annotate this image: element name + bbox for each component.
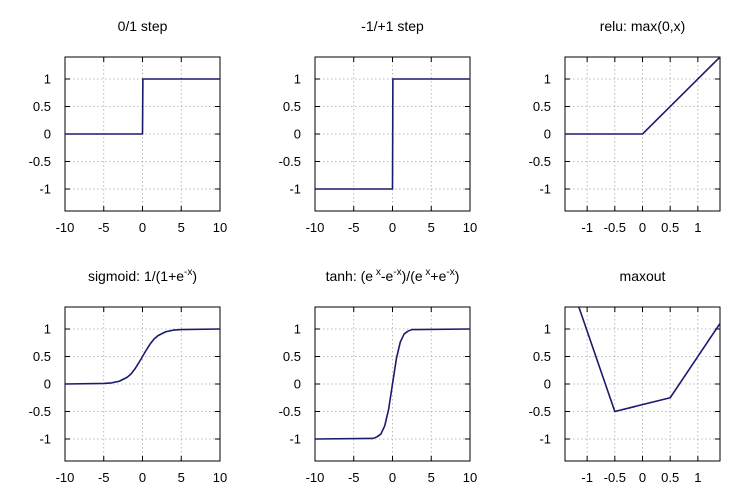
subplot-6: -1 -0.5 0 0.5 1 -1 -0.5 0 0.5 1 maxout — [529, 268, 721, 485]
y-tick-label: 0.5 — [283, 349, 301, 364]
y-tick-label: -1 — [539, 182, 551, 197]
subplot-3: -1 -0.5 0 0.5 1 -1 -0.5 0 0.5 1 relu: max(0,x) — [529, 18, 721, 235]
y-tick-label: -1 — [539, 432, 551, 447]
y-tick-label: -0.5 — [279, 404, 301, 419]
x-tick-label: -10 — [306, 220, 325, 235]
x-tick-label: -0.5 — [604, 220, 626, 235]
x-tick-label: -0.5 — [604, 470, 626, 485]
subplot-1: -10 -5 0 5 10 -1 -0.5 0 0.5 1 0/1 step — [29, 18, 228, 235]
x-tick-label: 0.5 — [661, 470, 679, 485]
x-tick-label: 5 — [178, 220, 185, 235]
series-line — [315, 328, 470, 440]
x-tick-label: 0 — [639, 220, 646, 235]
x-tick-label: 0 — [639, 470, 646, 485]
x-tick-label: 5 — [428, 470, 435, 485]
y-tick-label: 0 — [294, 377, 301, 392]
y-tick-label: -0.5 — [279, 154, 301, 169]
y-tick-label: 1 — [544, 322, 551, 337]
subplot-2: -10 -5 0 5 10 -1 -0.5 0 0.5 1 -1/+1 step — [279, 18, 478, 235]
subplot-5: -10 -5 0 5 10 -1 -0.5 0 0.5 1 tanh: (e x-e-x)/(e x… — [279, 267, 478, 485]
x-tick-label: 0.5 — [661, 220, 679, 235]
x-tick-label: 5 — [178, 470, 185, 485]
series-line — [578, 307, 720, 413]
y-tick-label: -0.5 — [529, 404, 551, 419]
x-tick-label: -5 — [98, 470, 110, 485]
y-tick-label: 0.5 — [33, 99, 51, 114]
y-tick-label: 0 — [44, 127, 51, 142]
subplot-title: 0/1 step — [118, 18, 168, 34]
y-tick-label: 0.5 — [533, 349, 551, 364]
y-tick-label: 0 — [44, 377, 51, 392]
subplot-title: tanh: (e x-e-x)/(e x+e-x) — [326, 267, 460, 284]
y-tick-label: 0 — [294, 127, 301, 142]
x-tick-label: -1 — [581, 470, 593, 485]
y-tick-label: -0.5 — [29, 154, 51, 169]
y-tick-label: -0.5 — [29, 404, 51, 419]
y-tick-label: 0.5 — [533, 99, 551, 114]
x-tick-label: -10 — [306, 470, 325, 485]
y-tick-label: 0.5 — [283, 99, 301, 114]
x-tick-label: 0 — [139, 470, 146, 485]
x-tick-label: 10 — [463, 470, 477, 485]
subplot-title: maxout — [620, 268, 666, 284]
x-tick-label: 5 — [428, 220, 435, 235]
y-tick-label: 1 — [294, 322, 301, 337]
x-tick-label: -10 — [56, 470, 75, 485]
y-tick-label: 1 — [44, 322, 51, 337]
x-tick-label: 1 — [694, 220, 701, 235]
x-tick-label: -10 — [56, 220, 75, 235]
subplot-title: sigmoid: 1/(1+e-x) — [88, 267, 197, 284]
y-tick-label: 0 — [544, 127, 551, 142]
y-tick-label: -1 — [39, 432, 51, 447]
series-line — [565, 57, 720, 135]
x-tick-label: -5 — [348, 220, 360, 235]
x-tick-label: -1 — [581, 220, 593, 235]
series-line — [65, 328, 220, 385]
x-tick-label: 10 — [213, 470, 227, 485]
y-tick-label: 1 — [44, 72, 51, 87]
x-tick-label: 10 — [213, 220, 227, 235]
y-tick-label: 0 — [544, 377, 551, 392]
x-tick-label: 10 — [463, 220, 477, 235]
subplot-title: relu: max(0,x) — [600, 18, 686, 34]
x-tick-label: 0 — [139, 220, 146, 235]
y-tick-label: 1 — [544, 72, 551, 87]
y-tick-label: -1 — [289, 432, 301, 447]
x-tick-label: 0 — [389, 470, 396, 485]
series-line — [315, 78, 470, 190]
x-tick-label: -5 — [348, 470, 360, 485]
y-tick-label: -1 — [289, 182, 301, 197]
series-line — [65, 78, 220, 135]
x-tick-label: 1 — [694, 470, 701, 485]
subplot-title: -1/+1 step — [361, 18, 424, 34]
y-tick-label: 1 — [294, 72, 301, 87]
x-tick-label: 0 — [389, 220, 396, 235]
y-tick-label: 0.5 — [33, 349, 51, 364]
x-tick-label: -5 — [98, 220, 110, 235]
subplot-4: -10 -5 0 5 10 -1 -0.5 0 0.5 1 sigmoid: 1/(1+e-x) — [29, 267, 228, 485]
y-tick-label: -1 — [39, 182, 51, 197]
y-tick-label: -0.5 — [529, 154, 551, 169]
